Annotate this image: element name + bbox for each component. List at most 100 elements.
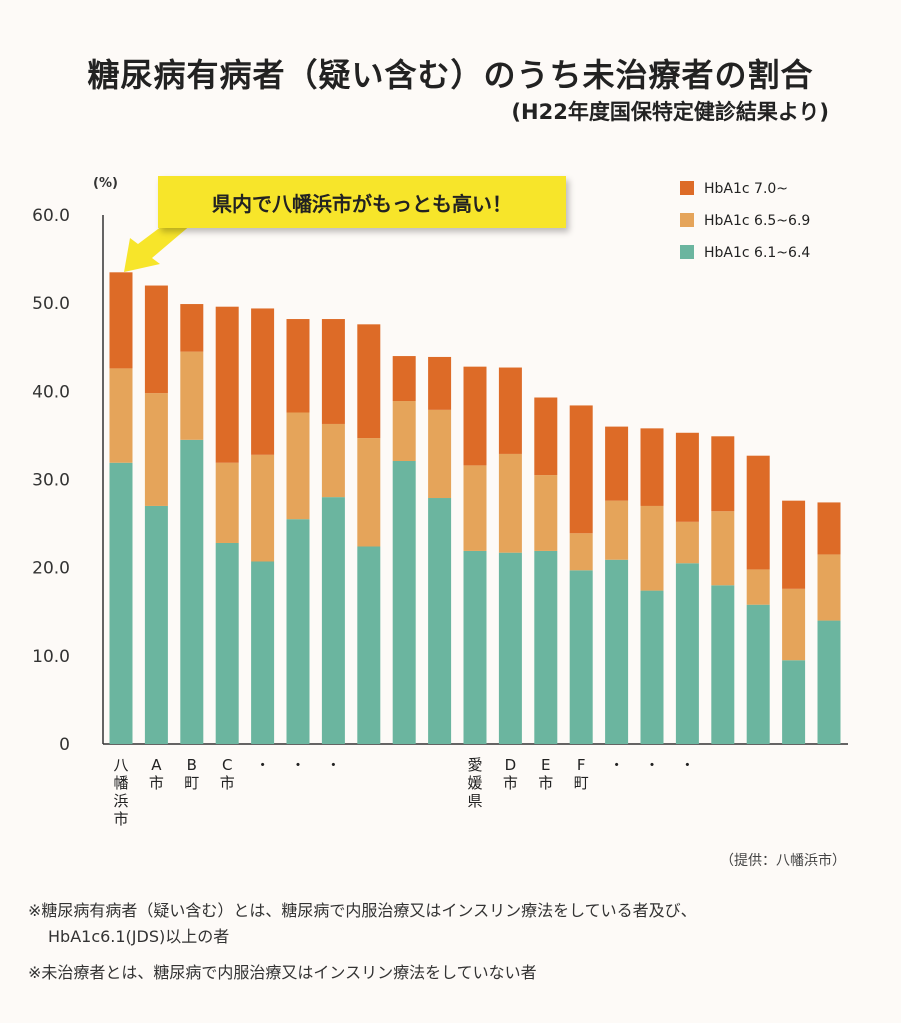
bar-segment <box>321 497 345 744</box>
bar-segment <box>463 465 487 551</box>
callout-highlight: 県内で八幡浜市がもっとも高い！ <box>158 176 566 228</box>
bar-segment <box>144 285 168 394</box>
y-tick-label: 30.0 <box>32 471 70 491</box>
bar-segment <box>711 436 735 512</box>
bar-segment <box>569 405 593 534</box>
legend-label: HbA1c 6.1~6.4 <box>704 245 810 261</box>
bar-segment <box>711 511 735 586</box>
chart-subtitle: (H22年度国保特定健診結果より) <box>511 100 829 124</box>
bar-segment <box>463 550 487 744</box>
x-tick-ellipsis: ・ <box>680 756 695 774</box>
x-tick-ellipsis: ・ <box>609 756 624 774</box>
bar-segment <box>215 542 239 744</box>
bar-segment <box>640 505 664 591</box>
bar-segment <box>605 559 629 744</box>
bar-segment <box>746 455 770 570</box>
stacked-bar-chart: (%) 0 10.0 20.0 30.0 40.0 50.0 60.0 八幡浜市 A 市 B 町 C 市 ・ ・… <box>32 176 848 828</box>
bar-segment <box>498 552 522 744</box>
bar-segment <box>463 366 487 466</box>
chart-title: 糖尿病有病者（疑い含む）のうち未治療者の割合 <box>87 56 814 94</box>
bar-segment <box>251 561 275 744</box>
footnote-1-line-1: ※糖尿病有病者（疑い含む）とは、糖尿病で内服治療又はインスリン療法をしている者及… <box>28 901 697 920</box>
footnote-1: ※糖尿病有病者（疑い含む）とは、糖尿病で内服治療又はインスリン療法をしている者及… <box>28 898 697 950</box>
bar-segment <box>640 590 664 744</box>
bar-segment <box>180 351 204 440</box>
bar-segment <box>215 462 239 543</box>
bar-segment <box>675 432 699 522</box>
bar-segment <box>498 453 522 553</box>
bar-segment <box>498 367 522 454</box>
y-tick-label: 20.0 <box>32 559 70 579</box>
bar-segment <box>428 409 452 499</box>
bar-segment <box>428 356 452 410</box>
bar-segment <box>251 454 275 562</box>
bar-segment <box>605 426 629 501</box>
legend-label: HbA1c 7.0~ <box>704 181 788 197</box>
y-tick-label: 40.0 <box>32 382 70 402</box>
x-tick-ellipsis: ・ <box>326 756 341 774</box>
bar-segment <box>357 546 381 744</box>
bar-segment <box>675 521 699 564</box>
x-tick-label: 八幡浜市 <box>113 756 128 828</box>
bar-segment <box>569 570 593 744</box>
bar-segment <box>675 563 699 744</box>
bar-segment <box>782 660 806 744</box>
bar-segment <box>215 306 239 463</box>
bar-segment <box>321 423 345 498</box>
bar-segment <box>711 585 735 744</box>
bar-segment <box>392 460 416 744</box>
bar-segment <box>392 401 416 461</box>
bar-segment <box>817 620 841 744</box>
bar-segment <box>782 500 806 589</box>
bar-segment <box>746 604 770 744</box>
y-axis-unit-label: (%) <box>93 176 118 191</box>
bar-segment <box>144 505 168 744</box>
bar-segment <box>392 356 416 402</box>
bar-segment <box>605 500 629 560</box>
footnote-2: ※未治療者とは、糖尿病で内服治療又はインスリン療法をしていない者 <box>28 963 537 982</box>
x-tick-label: 愛媛県 <box>467 756 482 810</box>
x-tick-ellipsis: ・ <box>644 756 659 774</box>
bar-segment <box>817 554 841 621</box>
bar-segment <box>180 439 204 744</box>
callout-arrow <box>124 214 192 272</box>
bar-segment <box>817 502 841 555</box>
y-tick-label: 0 <box>59 735 70 755</box>
bar-segment <box>534 550 558 744</box>
bar-segment <box>321 319 345 424</box>
bar-segment <box>746 569 770 605</box>
bar-segment <box>109 368 133 463</box>
legend-swatch <box>680 181 694 195</box>
y-tick-label: 50.0 <box>32 294 70 314</box>
bar-segment <box>180 304 204 352</box>
legend-swatch <box>680 245 694 259</box>
bar-segment <box>109 272 133 369</box>
bar-segment <box>357 324 381 439</box>
bar-segment <box>286 519 310 744</box>
legend-label: HbA1c 6.5~6.9 <box>704 213 810 229</box>
y-tick-label: 60.0 <box>32 206 70 226</box>
bar-segment <box>109 462 133 744</box>
x-tick-ellipsis: ・ <box>255 756 270 774</box>
bar-segment <box>286 319 310 413</box>
footnote-1-line-2: HbA1c6.1(JDS)以上の者 <box>48 927 230 946</box>
bar-segment <box>569 533 593 571</box>
bar-segment <box>640 428 664 506</box>
bar-segment <box>534 397 558 476</box>
y-tick-label: 10.0 <box>32 647 70 667</box>
bar-segment <box>286 412 310 520</box>
bar-segment <box>251 308 275 455</box>
legend-swatch <box>680 213 694 227</box>
bar-segment <box>534 475 558 551</box>
source-credit: （提供：八幡浜市） <box>720 853 846 869</box>
bar-segment <box>357 438 381 547</box>
bar-segment <box>782 588 806 661</box>
bar-segment <box>144 393 168 506</box>
bar-segment <box>428 498 452 744</box>
x-tick-ellipsis: ・ <box>290 756 305 774</box>
